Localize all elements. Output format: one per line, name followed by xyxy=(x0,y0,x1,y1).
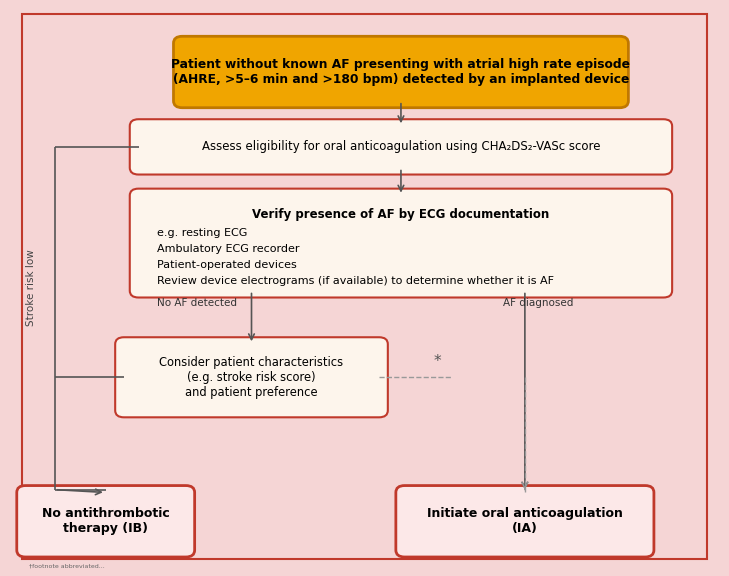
Text: e.g. resting ECG: e.g. resting ECG xyxy=(157,228,247,238)
FancyBboxPatch shape xyxy=(174,36,628,108)
Text: Patient without known AF presenting with atrial high rate episode
(AHRE, >5–6 mi: Patient without known AF presenting with… xyxy=(171,58,631,86)
Text: Review device electrograms (if available) to determine whether it is AF: Review device electrograms (if available… xyxy=(157,276,554,286)
FancyBboxPatch shape xyxy=(17,486,195,557)
FancyBboxPatch shape xyxy=(396,486,654,557)
Text: Patient-operated devices: Patient-operated devices xyxy=(157,260,297,270)
FancyBboxPatch shape xyxy=(130,189,672,298)
Text: Stroke risk low: Stroke risk low xyxy=(26,249,36,327)
Text: Initiate oral anticoagulation
(IA): Initiate oral anticoagulation (IA) xyxy=(427,507,623,535)
Text: Ambulatory ECG recorder: Ambulatory ECG recorder xyxy=(157,244,299,254)
FancyBboxPatch shape xyxy=(115,338,388,417)
Text: AF diagnosed: AF diagnosed xyxy=(503,298,574,308)
FancyBboxPatch shape xyxy=(130,119,672,175)
Text: †footnote abbreviated...: †footnote abbreviated... xyxy=(29,563,105,568)
Text: *: * xyxy=(434,354,441,369)
Text: No antithrombotic
therapy (IB): No antithrombotic therapy (IB) xyxy=(42,507,170,535)
Text: Consider patient characteristics
(e.g. stroke risk score)
and patient preference: Consider patient characteristics (e.g. s… xyxy=(160,356,343,399)
Text: Verify presence of AF by ECG documentation: Verify presence of AF by ECG documentati… xyxy=(252,209,550,221)
Text: No AF detected: No AF detected xyxy=(157,298,237,308)
FancyBboxPatch shape xyxy=(22,14,707,559)
Text: Assess eligibility for oral anticoagulation using CHA₂DS₂-VASc score: Assess eligibility for oral anticoagulat… xyxy=(202,141,600,153)
